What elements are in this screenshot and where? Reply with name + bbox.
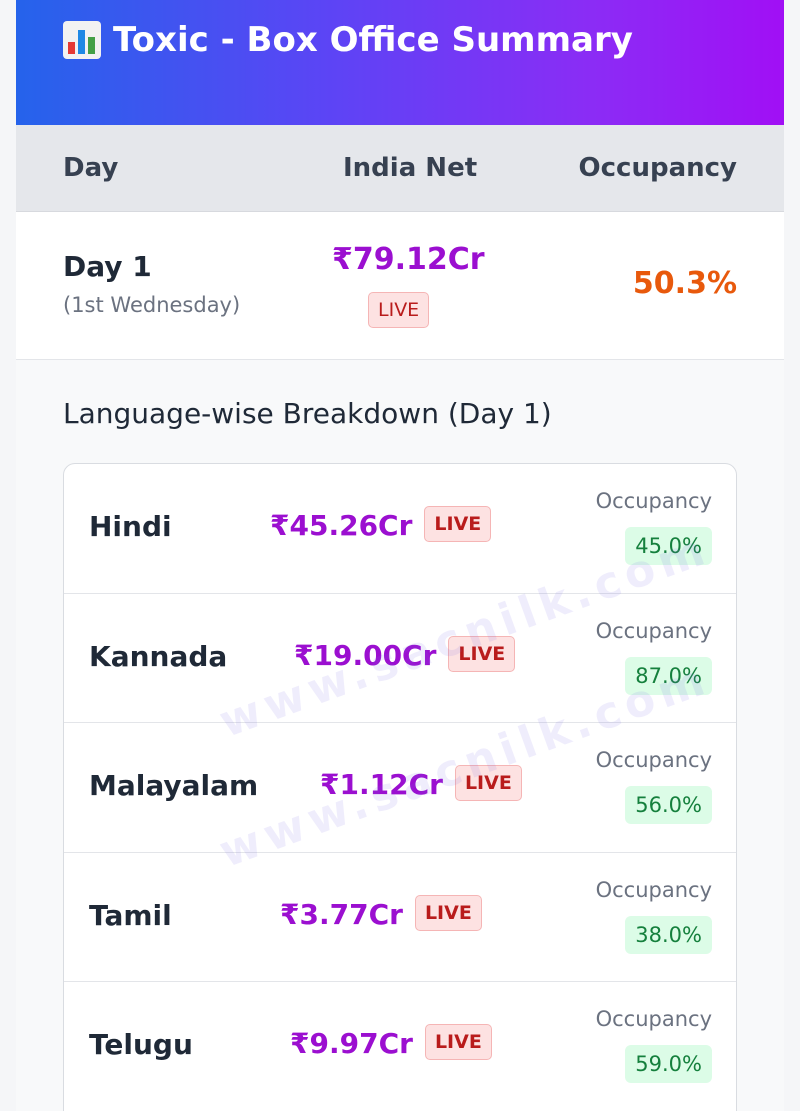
occupancy-label: Occupancy [595,618,712,643]
language-name: Telugu [89,1028,193,1062]
live-badge: LIVE [414,894,482,931]
language-net: ₹9.97Cr LIVE [290,1024,492,1063]
live-badge: LIVE [424,1024,492,1061]
live-badge: LIVE [448,635,516,672]
day-label: Day 1 [63,250,152,283]
language-net-value: ₹3.77Cr [280,897,403,931]
language-net: ₹3.77Cr LIVE [280,894,482,934]
language-name: Kannada [89,639,228,673]
language-name: Tamil [89,898,172,932]
live-badge: LIVE [424,506,492,542]
occupancy-label: Occupancy [595,1007,712,1032]
day-occupancy: 50.3% [632,266,737,301]
occupancy-badge: 87.0% [625,656,712,695]
language-net-value: ₹45.26Cr [270,509,413,542]
live-badge: LIVE [368,292,430,328]
occupancy-badge: 59.0% [625,1045,712,1084]
occupancy-badge: 38.0% [625,915,712,954]
column-headers: Day India Net Occupancy [16,125,784,212]
occupancy-label: Occupancy [595,489,712,513]
day-sublabel: (1st Wednesday) [63,293,241,317]
language-net-value: ₹19.00Cr [294,638,437,672]
list-item: Kannada ₹19.00Cr LIVE Occupancy 87.0% [64,594,736,724]
language-net-value: ₹9.97Cr [290,1027,413,1061]
occupancy-badge: 45.0% [625,527,712,565]
list-item: Malayalam ₹1.12Cr LIVE Occupancy 56.0% [64,723,736,853]
language-breakdown-list: Hindi ₹45.26Cr LIVE Occupancy 45.0% Kanna… [63,463,737,1111]
list-item: Tamil ₹3.77Cr LIVE Occupancy 38.0% [64,853,736,983]
language-net: ₹1.12Cr LIVE [320,765,522,804]
breakdown-title: Language-wise Breakdown (Day 1) [63,397,552,430]
column-occupancy: Occupancy [578,153,737,183]
language-net: ₹45.26Cr LIVE [270,506,492,545]
language-net-value: ₹1.12Cr [320,768,443,802]
day-india-net: ₹79.12Cr [332,242,485,277]
list-item: Hindi ₹45.26Cr LIVE Occupancy 45.0% [64,464,736,594]
live-badge: LIVE [454,765,522,802]
page-title-text: Toxic - Box Office Summary [113,20,633,60]
day-row: Day 1 (1st Wednesday) ₹79.12Cr LIVE 50.3… [16,212,784,360]
page-title: Toxic - Box Office Summary [63,20,784,60]
list-item: Telugu ₹9.97Cr LIVE Occupancy 59.0% [64,982,736,1111]
summary-card: Toxic - Box Office Summary Day India Net… [16,0,784,1111]
header: Toxic - Box Office Summary [16,0,784,125]
occupancy-badge: 56.0% [625,786,712,825]
language-net: ₹19.00Cr LIVE [294,635,516,675]
column-india-net: India Net [343,153,478,183]
bar-chart-icon [63,21,101,59]
column-day: Day [63,153,119,183]
occupancy-label: Occupancy [595,877,712,902]
language-name: Malayalam [89,769,259,803]
language-name: Hindi [89,510,172,543]
occupancy-label: Occupancy [595,748,712,773]
